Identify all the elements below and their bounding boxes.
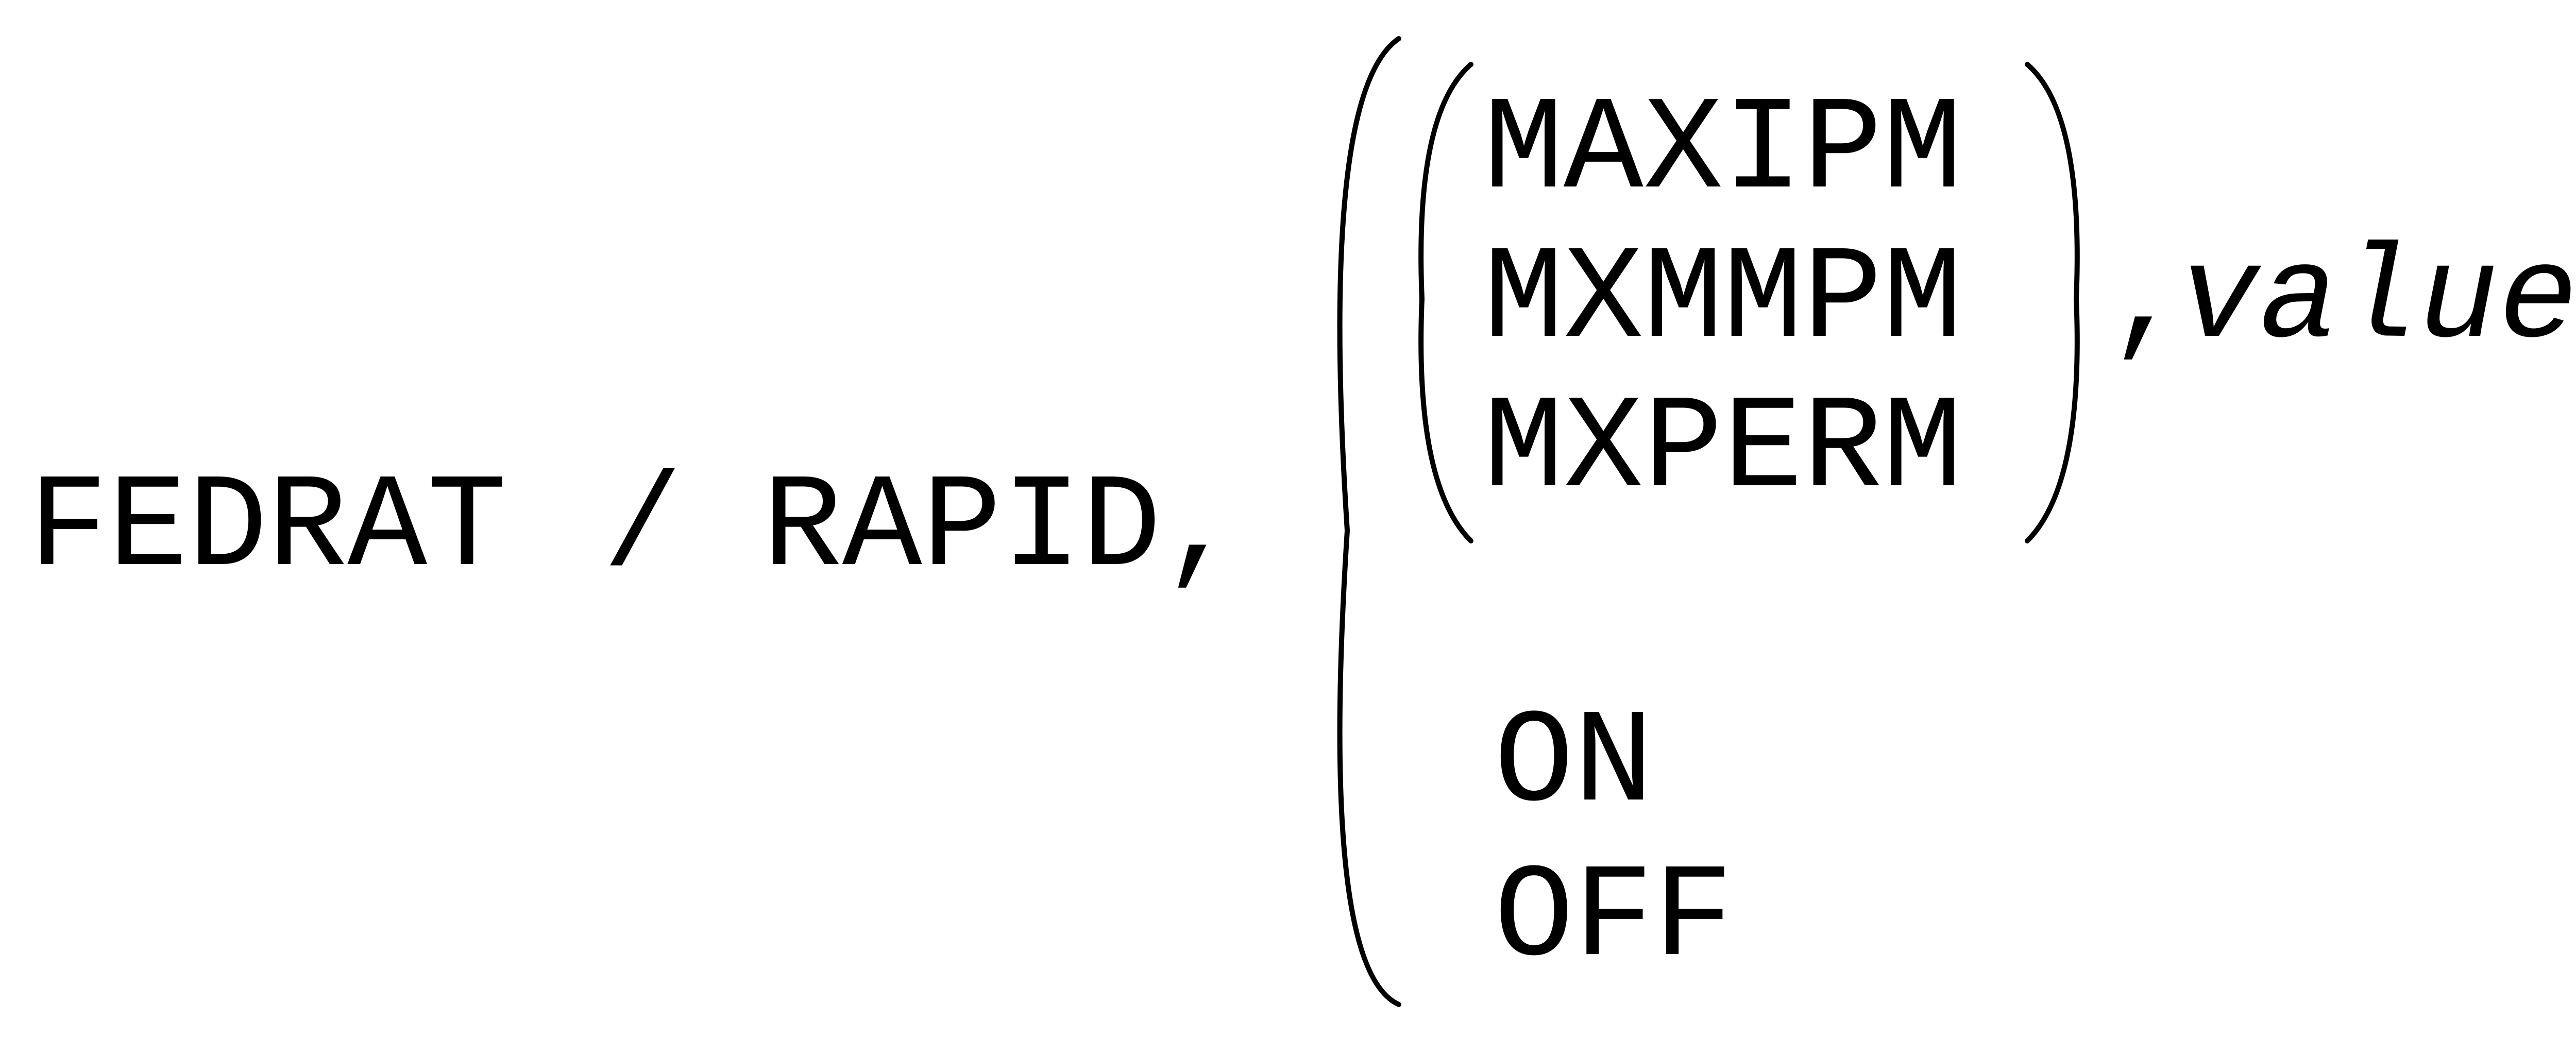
switch-option-on: ON [1494, 689, 1654, 840]
inner-right-bracket [2025, 62, 2080, 543]
value-separator: , [2107, 226, 2187, 376]
rapid-keyword: RAPID, [762, 454, 1241, 604]
command-keyword: FEDRAT [28, 454, 507, 604]
outer-left-bracket [1337, 36, 1401, 1007]
slash-separator: / [603, 454, 683, 604]
rate-option-mxmmpm: MXMMPM [1484, 226, 1962, 376]
switch-option-off: OFF [1494, 844, 1734, 994]
rate-option-maxipm: MAXIPM [1484, 76, 1962, 227]
rate-option-mxperm: MXPERM [1484, 375, 1962, 525]
value-placeholder: value [2179, 226, 2576, 376]
inner-left-bracket [1418, 62, 1473, 543]
